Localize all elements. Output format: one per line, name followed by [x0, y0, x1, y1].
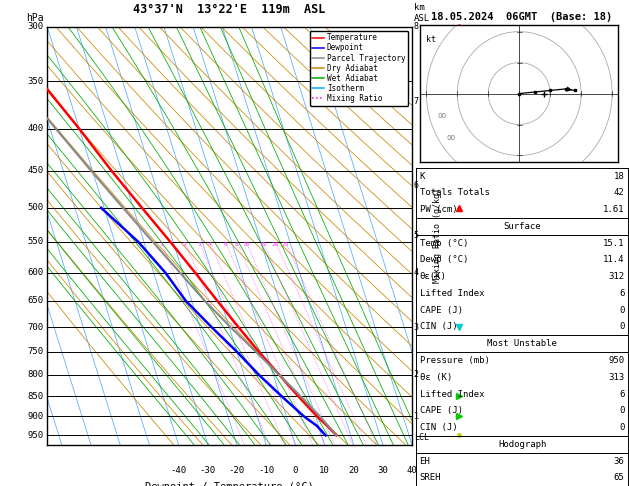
Text: 600: 600	[28, 268, 43, 277]
Text: CAPE (J): CAPE (J)	[420, 306, 462, 315]
Text: km
ASL: km ASL	[414, 3, 430, 22]
Text: PW (cm): PW (cm)	[420, 205, 457, 214]
Text: 450: 450	[28, 166, 43, 175]
Text: θε(K): θε(K)	[420, 272, 447, 281]
Text: -10: -10	[258, 466, 274, 475]
Text: CAPE (J): CAPE (J)	[420, 406, 462, 416]
Text: 42: 42	[614, 188, 625, 197]
Text: CIN (J): CIN (J)	[420, 423, 457, 432]
Text: 2: 2	[183, 242, 187, 247]
Text: 0: 0	[619, 423, 625, 432]
Text: Mixing Ratio (g/kg): Mixing Ratio (g/kg)	[433, 188, 442, 283]
Text: 312: 312	[608, 272, 625, 281]
Text: 65: 65	[614, 473, 625, 483]
Text: 1: 1	[414, 412, 419, 421]
Text: 1.61: 1.61	[603, 205, 625, 214]
Text: 950: 950	[28, 431, 43, 440]
Text: 6: 6	[619, 289, 625, 298]
Text: LCL: LCL	[414, 433, 429, 442]
Text: Lifted Index: Lifted Index	[420, 289, 484, 298]
Text: 0: 0	[619, 406, 625, 416]
Text: -40: -40	[170, 466, 187, 475]
Text: 950: 950	[608, 356, 625, 365]
Text: 10: 10	[319, 466, 330, 475]
Text: kt: kt	[426, 35, 437, 44]
Text: 313: 313	[608, 373, 625, 382]
Text: -20: -20	[229, 466, 245, 475]
Text: Most Unstable: Most Unstable	[487, 339, 557, 348]
Text: 20: 20	[348, 466, 359, 475]
Text: 6: 6	[619, 389, 625, 399]
Text: 2: 2	[414, 370, 419, 379]
Text: 10: 10	[242, 242, 250, 247]
Text: Temp (°C): Temp (°C)	[420, 239, 468, 248]
Text: 550: 550	[28, 237, 43, 246]
Text: 350: 350	[28, 77, 43, 86]
Text: hPa: hPa	[26, 13, 43, 22]
Text: 15: 15	[259, 242, 267, 247]
Text: 40: 40	[406, 466, 418, 475]
Text: 15.1: 15.1	[603, 239, 625, 248]
Text: Dewp (°C): Dewp (°C)	[420, 255, 468, 264]
Text: -30: -30	[199, 466, 216, 475]
Text: 400: 400	[28, 124, 43, 133]
Text: oo: oo	[437, 111, 447, 121]
Text: 850: 850	[28, 392, 43, 400]
Legend: Temperature, Dewpoint, Parcel Trajectory, Dry Adiabat, Wet Adiabat, Isotherm, Mi: Temperature, Dewpoint, Parcel Trajectory…	[309, 31, 408, 106]
Text: 4: 4	[414, 268, 419, 277]
Text: 18: 18	[614, 172, 625, 181]
Text: 25: 25	[282, 242, 289, 247]
Text: 5: 5	[414, 231, 419, 240]
Text: Dewpoint / Temperature (°C): Dewpoint / Temperature (°C)	[145, 482, 314, 486]
Text: 20: 20	[272, 242, 279, 247]
Text: Lifted Index: Lifted Index	[420, 389, 484, 399]
Text: 3: 3	[414, 323, 419, 331]
Text: θε (K): θε (K)	[420, 373, 452, 382]
Text: 0: 0	[619, 306, 625, 315]
Text: oo: oo	[447, 133, 456, 142]
Text: CIN (J): CIN (J)	[420, 322, 457, 331]
Text: 8: 8	[414, 22, 419, 31]
Text: 0: 0	[292, 466, 298, 475]
Text: 18.05.2024  06GMT  (Base: 18): 18.05.2024 06GMT (Base: 18)	[431, 12, 613, 22]
Text: 4: 4	[208, 242, 212, 247]
Text: 700: 700	[28, 323, 43, 331]
Text: Hodograph: Hodograph	[498, 440, 546, 449]
Text: 30: 30	[377, 466, 388, 475]
Text: 7: 7	[414, 97, 419, 105]
Text: 300: 300	[28, 22, 43, 31]
Text: 0: 0	[619, 322, 625, 331]
Text: 8: 8	[235, 242, 239, 247]
Text: 800: 800	[28, 370, 43, 379]
Text: 3: 3	[198, 242, 201, 247]
Text: SREH: SREH	[420, 473, 441, 483]
Text: 6: 6	[223, 242, 227, 247]
Text: 43°37'N  13°22'E  119m  ASL: 43°37'N 13°22'E 119m ASL	[133, 3, 326, 17]
Text: 900: 900	[28, 412, 43, 421]
Text: 750: 750	[28, 347, 43, 356]
Text: 11.4: 11.4	[603, 255, 625, 264]
Text: EH: EH	[420, 456, 430, 466]
Text: 1: 1	[159, 242, 163, 247]
Text: Surface: Surface	[503, 222, 541, 231]
Text: Pressure (mb): Pressure (mb)	[420, 356, 489, 365]
Text: 6: 6	[414, 181, 419, 191]
Text: 500: 500	[28, 203, 43, 212]
Text: 650: 650	[28, 296, 43, 305]
Text: 36: 36	[614, 456, 625, 466]
Text: K: K	[420, 172, 425, 181]
Text: Totals Totals: Totals Totals	[420, 188, 489, 197]
